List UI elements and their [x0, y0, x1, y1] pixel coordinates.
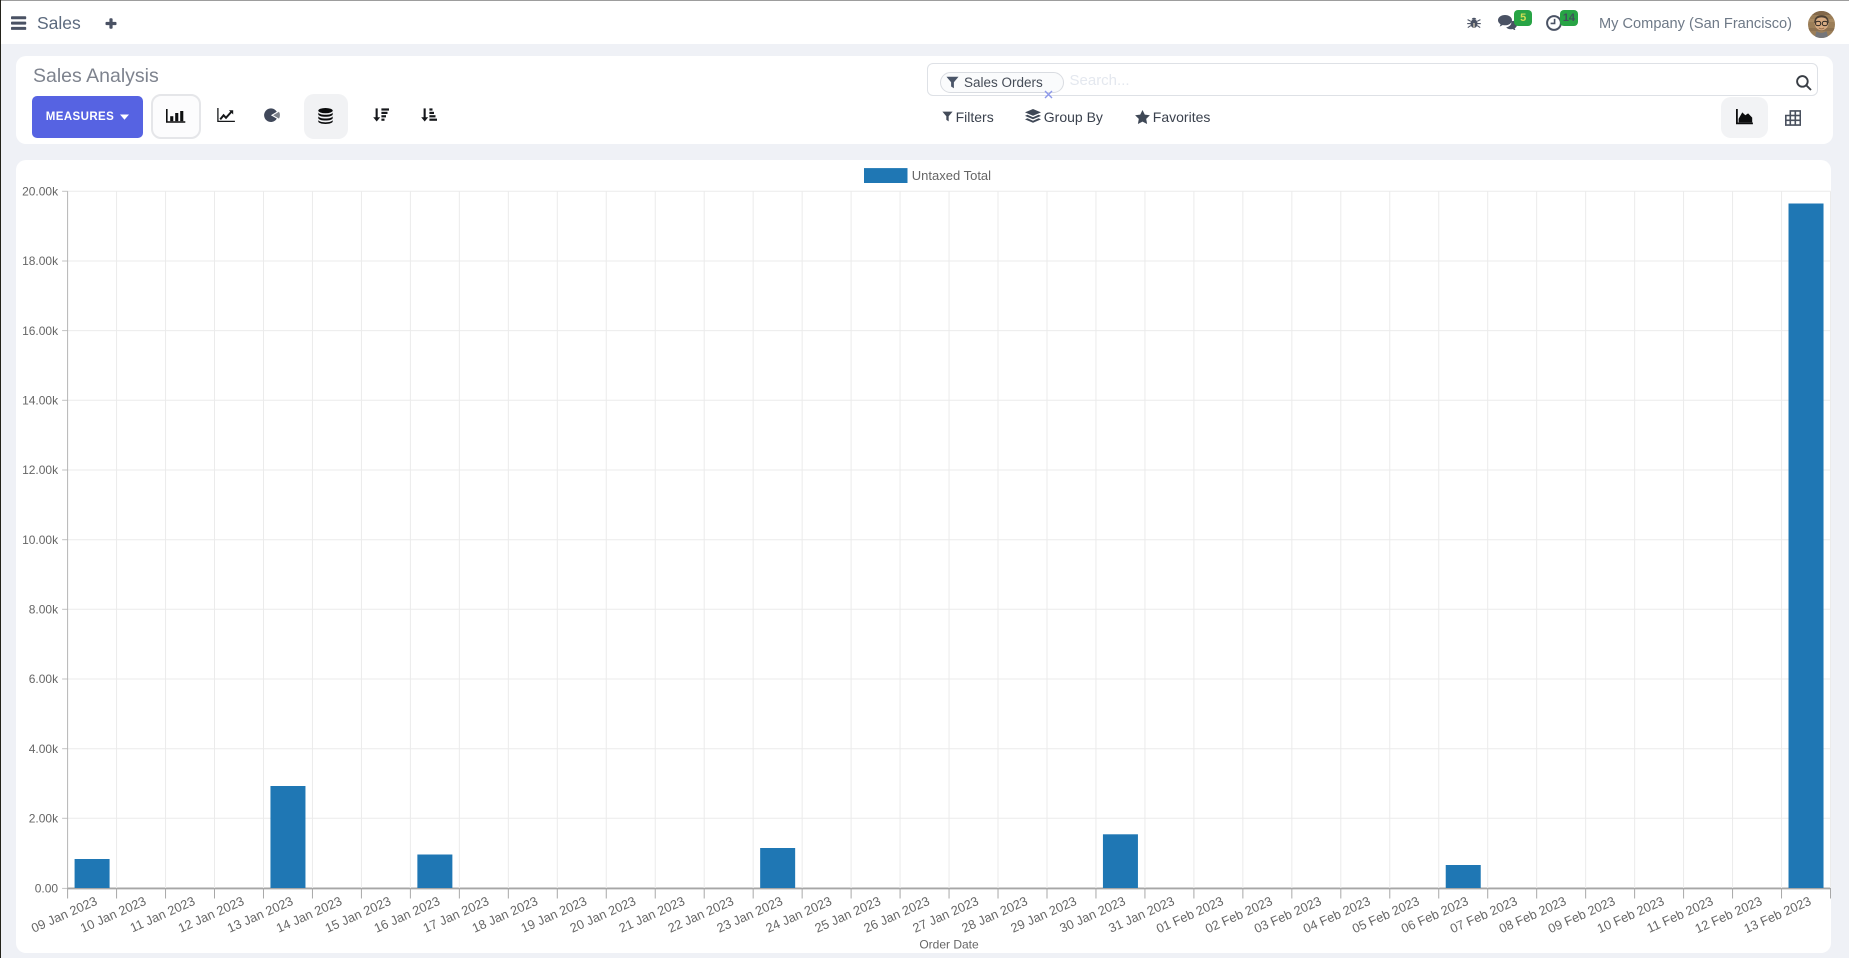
svg-text:8.00k: 8.00k [29, 602, 59, 616]
svg-text:Order Date: Order Date [919, 937, 979, 951]
svg-text:10.00k: 10.00k [22, 532, 59, 546]
svg-text:2.00k: 2.00k [29, 811, 59, 825]
svg-text:4.00k: 4.00k [29, 741, 59, 755]
svg-text:16.00k: 16.00k [22, 323, 59, 337]
svg-text:12.00k: 12.00k [22, 463, 59, 477]
svg-text:18.00k: 18.00k [22, 254, 59, 268]
svg-text:Untaxed Total: Untaxed Total [912, 168, 991, 183]
svg-text:14.00k: 14.00k [22, 393, 59, 407]
svg-text:0.00: 0.00 [35, 881, 59, 895]
svg-text:20.00k: 20.00k [22, 184, 59, 198]
svg-text:6.00k: 6.00k [29, 672, 59, 686]
